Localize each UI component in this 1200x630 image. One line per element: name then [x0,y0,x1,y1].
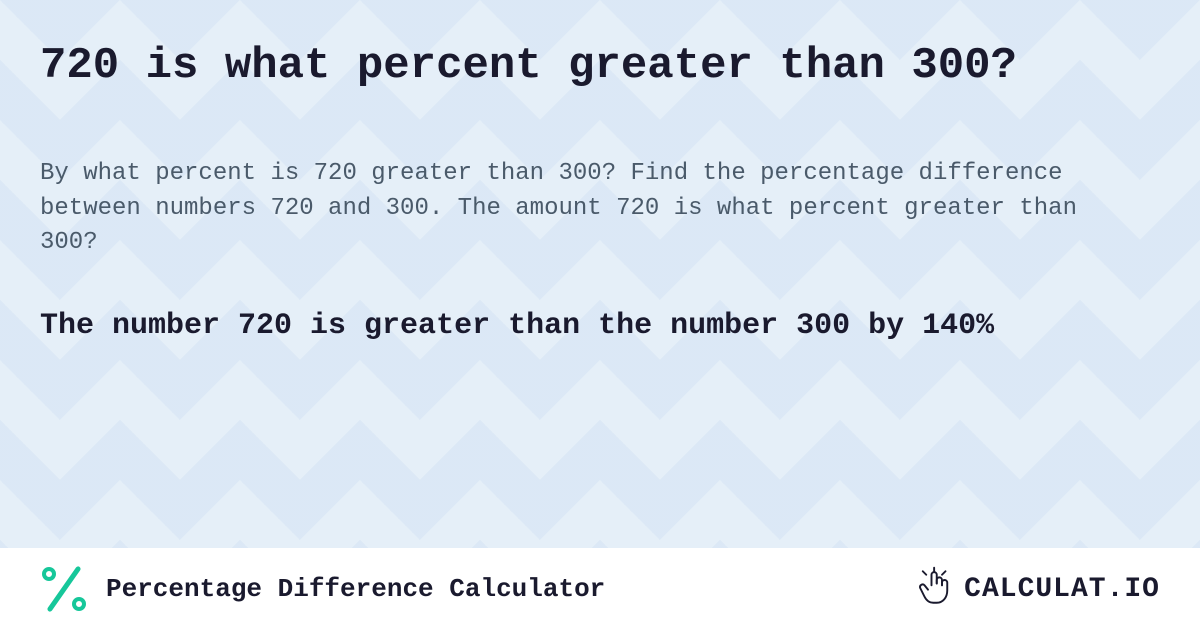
page-heading: 720 is what percent greater than 300? [40,40,1160,93]
main-content: 720 is what percent greater than 300? By… [0,0,1200,630]
result-text: The number 720 is greater than the numbe… [40,305,1090,347]
description-text: By what percent is 720 greater than 300?… [40,157,1090,261]
